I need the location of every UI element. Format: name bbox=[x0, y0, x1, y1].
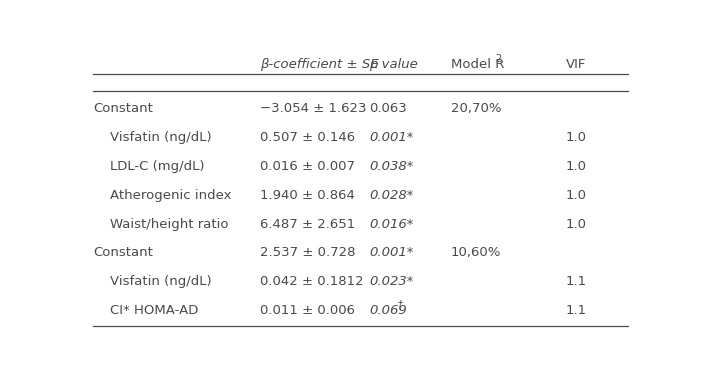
Text: †: † bbox=[398, 299, 403, 310]
Text: 0.011 ± 0.006: 0.011 ± 0.006 bbox=[260, 304, 355, 317]
Text: 0.016 ± 0.007: 0.016 ± 0.007 bbox=[260, 160, 355, 173]
Text: 2.537 ± 0.728: 2.537 ± 0.728 bbox=[260, 246, 356, 259]
Text: Constant: Constant bbox=[94, 246, 153, 259]
Text: 1.0: 1.0 bbox=[565, 189, 586, 202]
Text: 0.038*: 0.038* bbox=[369, 160, 413, 173]
Text: Atherogenic index: Atherogenic index bbox=[94, 189, 232, 202]
Text: p value: p value bbox=[369, 58, 417, 71]
Text: Constant: Constant bbox=[94, 102, 153, 115]
Text: 1.0: 1.0 bbox=[565, 131, 586, 144]
Text: 6.487 ± 2.651: 6.487 ± 2.651 bbox=[260, 218, 355, 231]
Text: LDL-C (mg/dL): LDL-C (mg/dL) bbox=[94, 160, 205, 173]
Text: 0.001*: 0.001* bbox=[369, 131, 413, 144]
Text: 1.0: 1.0 bbox=[565, 160, 586, 173]
Text: VIF: VIF bbox=[565, 58, 586, 71]
Text: 0.507 ± 0.146: 0.507 ± 0.146 bbox=[260, 131, 355, 144]
Text: 10,60%: 10,60% bbox=[451, 246, 501, 259]
Text: 20,70%: 20,70% bbox=[451, 102, 501, 115]
Text: 1.0: 1.0 bbox=[565, 218, 586, 231]
Text: 0.069: 0.069 bbox=[369, 304, 407, 317]
Text: 0.063: 0.063 bbox=[369, 102, 407, 115]
Text: CI* HOMA-AD: CI* HOMA-AD bbox=[94, 304, 199, 317]
Text: β-coefficient ± SE: β-coefficient ± SE bbox=[260, 58, 379, 71]
Text: 0.023*: 0.023* bbox=[369, 275, 413, 288]
Text: Waist/height ratio: Waist/height ratio bbox=[94, 218, 229, 231]
Text: 0.001*: 0.001* bbox=[369, 246, 413, 259]
Text: Visfatin (ng/dL): Visfatin (ng/dL) bbox=[94, 131, 212, 144]
Text: 1.1: 1.1 bbox=[565, 304, 586, 317]
Text: 2: 2 bbox=[496, 54, 502, 64]
Text: Visfatin (ng/dL): Visfatin (ng/dL) bbox=[94, 275, 212, 288]
Text: 1.1: 1.1 bbox=[565, 275, 586, 288]
Text: 0.028*: 0.028* bbox=[369, 189, 413, 202]
Text: −3.054 ± 1.623: −3.054 ± 1.623 bbox=[260, 102, 366, 115]
Text: Model R: Model R bbox=[451, 58, 504, 71]
Text: 0.016*: 0.016* bbox=[369, 218, 413, 231]
Text: 1.940 ± 0.864: 1.940 ± 0.864 bbox=[260, 189, 355, 202]
Text: 0.042 ± 0.1812: 0.042 ± 0.1812 bbox=[260, 275, 363, 288]
